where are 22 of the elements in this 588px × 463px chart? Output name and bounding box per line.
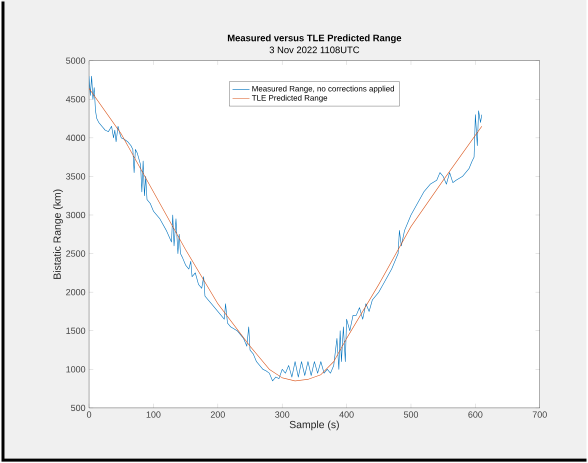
x-tick-label: 300 (275, 411, 290, 418)
x-tick-label: 0 (86, 411, 92, 418)
x-tick-label: 600 (468, 411, 482, 418)
y-axis-title: Bistatic Range (km) (53, 189, 63, 279)
x-tick-label: 200 (210, 411, 225, 418)
y-tick-label: 2500 (66, 250, 86, 257)
y-tick-label: 3000 (66, 212, 86, 218)
y-tick-label: 4500 (66, 96, 86, 102)
y-tick-label: 5000 (66, 57, 86, 64)
y-tick-label: 1500 (66, 328, 86, 334)
y-tick-label: 2000 (66, 288, 86, 296)
y-tick-label: 3500 (66, 173, 86, 180)
x-tick-label: 700 (532, 411, 547, 418)
chart-subtitle: 3 Nov 2022 1108UTC (270, 46, 360, 54)
x-tick-label: 100 (146, 411, 161, 418)
chart-title: Measured versus TLE Predicted Range (228, 34, 402, 44)
y-tick-label: 4000 (66, 134, 86, 141)
y-tick-label: 500 (71, 404, 86, 412)
x-tick-label: 400 (339, 411, 354, 418)
x-tick-label: 500 (404, 411, 418, 418)
y-tick-label: 1000 (66, 366, 86, 372)
x-axis-title: Sample (s) (290, 420, 339, 430)
